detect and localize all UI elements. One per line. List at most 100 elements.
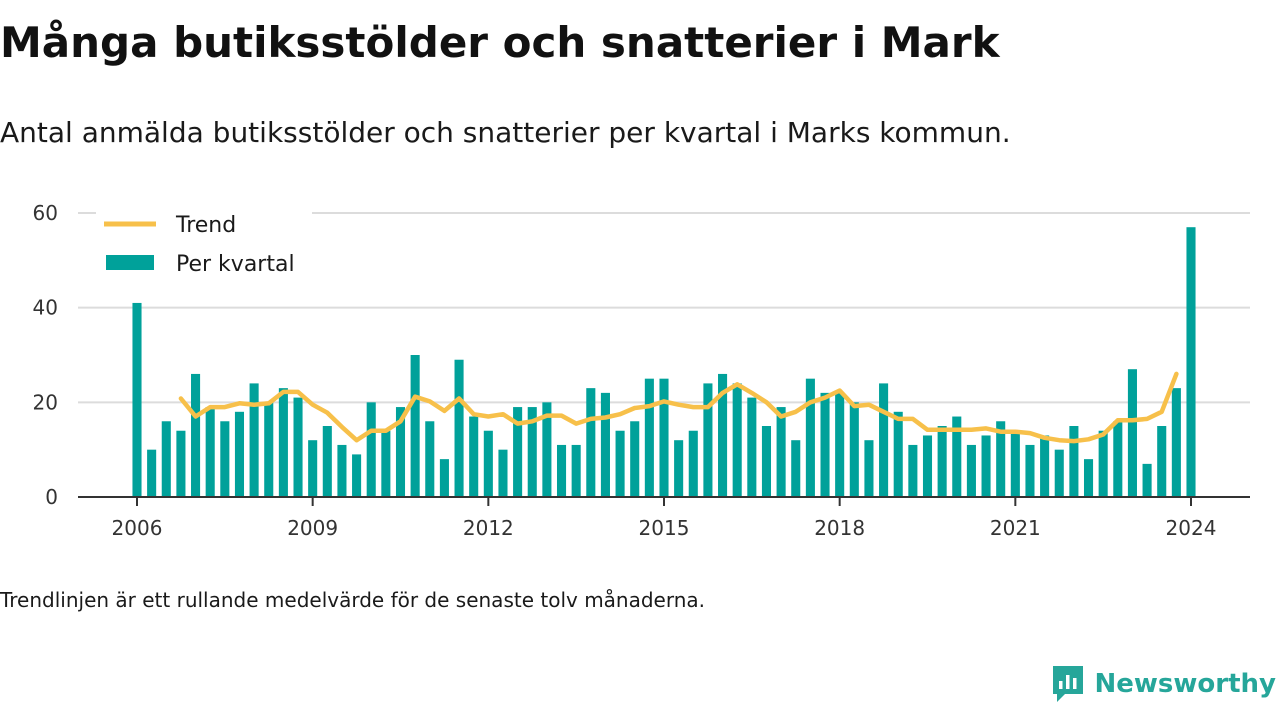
bar bbox=[176, 430, 186, 497]
bar bbox=[776, 407, 786, 497]
y-tick-label: 40 bbox=[33, 296, 58, 320]
bar bbox=[161, 421, 171, 497]
bar bbox=[1171, 388, 1181, 497]
bar bbox=[132, 302, 142, 497]
bar bbox=[571, 444, 581, 497]
bar bbox=[337, 444, 347, 497]
bar bbox=[205, 407, 215, 497]
bar bbox=[659, 378, 669, 497]
bar bbox=[644, 378, 654, 497]
bar bbox=[498, 449, 508, 497]
brand-logo: Newsworthy bbox=[1051, 664, 1276, 704]
bar bbox=[410, 355, 420, 497]
bar bbox=[791, 440, 801, 497]
chart-subtitle: Antal anmälda butiksstölder och snatteri… bbox=[0, 116, 1011, 149]
brand-name: Newsworthy bbox=[1094, 669, 1276, 699]
bar bbox=[249, 383, 259, 497]
legend-background bbox=[96, 207, 312, 285]
bar bbox=[220, 421, 230, 497]
bar bbox=[542, 402, 552, 497]
chart-title: Många butiksstölder och snatterier i Mar… bbox=[0, 18, 1000, 67]
bar bbox=[615, 430, 625, 497]
x-tick-label: 2015 bbox=[639, 516, 690, 540]
bar bbox=[747, 397, 757, 497]
bar bbox=[308, 440, 318, 497]
bar bbox=[439, 459, 449, 497]
y-tick-label: 0 bbox=[45, 485, 58, 509]
bar bbox=[366, 402, 376, 497]
bar bbox=[674, 440, 684, 497]
bar bbox=[922, 435, 933, 497]
axes: 0 20 40 60 2006 2009 2012 2015 2018 2021 2024 bbox=[33, 201, 1250, 540]
bar bbox=[191, 373, 201, 497]
bar bbox=[820, 392, 830, 497]
bar bbox=[1069, 426, 1079, 497]
bar bbox=[908, 444, 918, 497]
bar bbox=[1142, 463, 1152, 497]
bar bbox=[1040, 435, 1050, 497]
newsworthy-logo-icon bbox=[1052, 666, 1083, 702]
bar bbox=[996, 421, 1006, 497]
trend-line bbox=[178, 371, 1179, 444]
bar bbox=[1098, 430, 1108, 497]
bar bbox=[864, 440, 874, 497]
footnote: Trendlinjen är ett rullande medelvärde f… bbox=[0, 588, 706, 612]
bar bbox=[556, 444, 567, 497]
bar bbox=[893, 411, 903, 497]
bar bbox=[703, 383, 713, 497]
bar bbox=[469, 416, 479, 497]
bar bbox=[1113, 421, 1123, 497]
x-tick-label: 2024 bbox=[1166, 516, 1217, 540]
bar bbox=[425, 421, 435, 497]
bar bbox=[454, 359, 464, 497]
bar bbox=[718, 373, 728, 497]
bar bbox=[586, 388, 596, 497]
y-tick-label: 20 bbox=[33, 390, 58, 414]
bar bbox=[1025, 444, 1035, 497]
bar bbox=[835, 392, 845, 497]
bar bbox=[381, 430, 391, 497]
x-tick-label: 2012 bbox=[463, 516, 514, 540]
y-tick-label: 60 bbox=[33, 201, 58, 225]
bar bbox=[1157, 426, 1167, 497]
bar bbox=[937, 426, 947, 497]
trend-line-group bbox=[178, 371, 1179, 444]
bar bbox=[966, 444, 976, 497]
bar bbox=[352, 454, 362, 497]
bar bbox=[981, 435, 991, 497]
bar-line-chart: 0 20 40 60 2006 2009 2012 2015 2018 2021 2024 Tren… bbox=[33, 201, 1250, 540]
x-tick-label: 2006 bbox=[112, 516, 163, 540]
legend-bar-swatch bbox=[106, 255, 154, 270]
bar bbox=[849, 402, 859, 497]
bar bbox=[483, 430, 493, 497]
bar bbox=[395, 407, 406, 497]
bar bbox=[952, 416, 962, 497]
x-tick-label: 2009 bbox=[287, 516, 338, 540]
bar bbox=[732, 383, 742, 497]
bar bbox=[805, 378, 815, 497]
bar bbox=[1186, 227, 1196, 497]
quarterly-bars bbox=[132, 227, 1196, 497]
bar bbox=[293, 397, 303, 497]
bar bbox=[761, 426, 772, 497]
bar bbox=[600, 392, 610, 497]
bar bbox=[513, 407, 523, 497]
bar bbox=[234, 411, 245, 497]
legend: Trend Per kvartal bbox=[96, 207, 312, 285]
legend-bar-label: Per kvartal bbox=[176, 252, 295, 277]
bar bbox=[1054, 449, 1064, 497]
bar bbox=[630, 421, 640, 497]
bar bbox=[147, 449, 157, 497]
bar bbox=[278, 388, 288, 497]
bar bbox=[879, 383, 889, 497]
x-tick-label: 2021 bbox=[990, 516, 1041, 540]
legend-trend-label: Trend bbox=[175, 213, 236, 238]
bar bbox=[322, 426, 332, 497]
x-tick-label: 2018 bbox=[814, 516, 865, 540]
bar bbox=[264, 402, 274, 497]
bar bbox=[1083, 459, 1094, 497]
bar bbox=[1127, 369, 1137, 497]
bar bbox=[527, 407, 537, 497]
bar bbox=[688, 430, 698, 497]
bar bbox=[1010, 430, 1020, 497]
